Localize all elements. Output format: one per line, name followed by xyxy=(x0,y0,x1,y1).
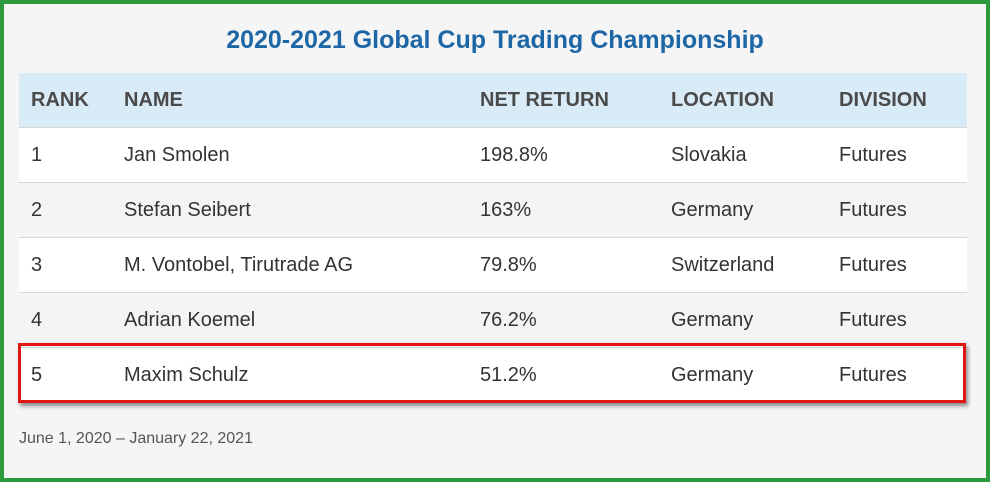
column-header-rank: RANK xyxy=(31,89,89,111)
net-return-cell: 79.8% xyxy=(480,254,537,276)
name-cell: Maxim Schulz xyxy=(124,364,249,386)
rank-cell: 2 xyxy=(31,199,43,221)
table-header-row: RANK NAME NET RETURN LOCATION DIVISION xyxy=(19,73,967,128)
table-row-highlighted: 5 Maxim Schulz 51.2% Germany Futures xyxy=(19,348,967,403)
column-header-location: LOCATION xyxy=(671,89,774,111)
table-row: 3 M. Vontobel, Tirutrade AG 79.8% Switze… xyxy=(19,238,967,293)
results-table: RANK NAME NET RETURN LOCATION DIVISION 1… xyxy=(19,73,967,403)
location-cell: Germany xyxy=(671,364,754,386)
date-range-footnote: June 1, 2020 – January 22, 2021 xyxy=(19,430,253,447)
division-cell: Futures xyxy=(839,254,907,276)
location-cell: Germany xyxy=(671,309,754,331)
division-cell: Futures xyxy=(839,144,907,166)
rank-cell: 1 xyxy=(31,144,43,166)
name-cell: Adrian Koemel xyxy=(124,309,256,331)
rank-cell: 4 xyxy=(31,309,43,331)
column-header-name: NAME xyxy=(124,89,183,111)
column-header-division: DIVISION xyxy=(839,89,927,111)
location-cell: Switzerland xyxy=(671,254,775,276)
net-return-cell: 198.8% xyxy=(480,144,548,166)
rank-cell: 5 xyxy=(31,364,43,386)
table-row: 4 Adrian Koemel 76.2% Germany Futures xyxy=(19,293,967,348)
net-return-cell: 163% xyxy=(480,199,532,221)
table-row: 2 Stefan Seibert 163% Germany Futures xyxy=(19,183,967,238)
net-return-cell: 76.2% xyxy=(480,309,537,331)
table-row: 1 Jan Smolen 198.8% Slovakia Futures xyxy=(19,128,967,183)
location-cell: Germany xyxy=(671,199,754,221)
name-cell: Stefan Seibert xyxy=(124,199,251,221)
location-cell: Slovakia xyxy=(671,144,747,166)
division-cell: Futures xyxy=(839,199,907,221)
net-return-cell: 51.2% xyxy=(480,364,537,386)
division-cell: Futures xyxy=(839,364,907,386)
column-header-net-return: NET RETURN xyxy=(480,89,609,111)
division-cell: Futures xyxy=(839,309,907,331)
name-cell: Jan Smolen xyxy=(124,144,230,166)
page-title: 2020-2021 Global Cup Trading Championshi… xyxy=(226,26,764,54)
name-cell: M. Vontobel, Tirutrade AG xyxy=(124,254,354,276)
rank-cell: 3 xyxy=(31,254,43,276)
